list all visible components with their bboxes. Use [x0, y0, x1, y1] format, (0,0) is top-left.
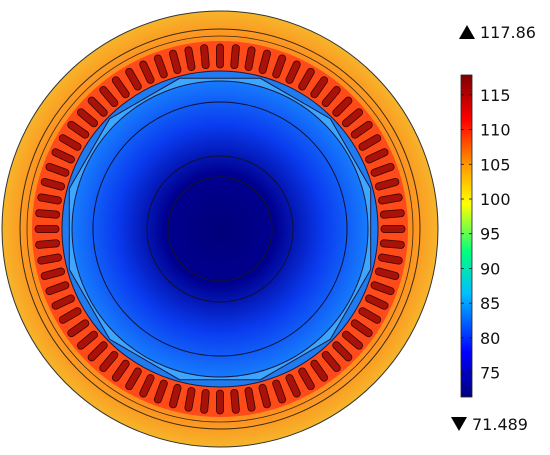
stator-slot [350, 319, 373, 338]
stator-slot [58, 307, 82, 324]
stator-slot [365, 148, 389, 164]
stator-slot [87, 96, 108, 117]
stator-slot [139, 374, 155, 398]
stator-slot [67, 319, 90, 338]
stator-slot [87, 341, 108, 362]
legend: 117.86 115 110 105 100 95 90 85 80 75 71.489 [451, 23, 536, 434]
stator-slot [342, 108, 364, 128]
stator-slot [310, 359, 329, 382]
stator-slot [379, 239, 405, 249]
stator-slot [370, 162, 395, 177]
stator-slot [99, 85, 119, 107]
max-value-label: 117.86 [480, 23, 536, 42]
stator-slot [298, 67, 315, 91]
rotor-body [71, 80, 369, 378]
colorbar-ticks: 115 110 105 100 95 90 85 80 75 [461, 86, 511, 383]
stator-slot [40, 267, 66, 280]
colorbar-tick-label: 95 [480, 225, 500, 244]
colorbar-tick-label: 110 [480, 121, 511, 140]
stator-slot [285, 374, 301, 398]
stator-slot [37, 193, 62, 205]
stator-slot [200, 44, 210, 70]
stator-slot [153, 54, 168, 79]
stator-slot [216, 389, 225, 415]
stator-slot [169, 49, 182, 75]
stator-slot [258, 383, 271, 409]
stator-slot [374, 178, 400, 191]
stator-slot [111, 76, 130, 99]
colorbar-tick-label: 115 [480, 86, 511, 105]
stator-slot [51, 148, 75, 164]
stator-slot [125, 367, 142, 391]
stator-slot [35, 209, 61, 219]
stator-slots [34, 43, 406, 415]
stator-slot [184, 46, 196, 71]
stator-slot [99, 351, 119, 373]
colorbar-tick-label: 75 [480, 364, 500, 383]
stator-slot [51, 294, 75, 310]
stator-slot [350, 120, 373, 139]
stator-slot [45, 162, 70, 177]
stator-slot [380, 224, 406, 233]
motor-cross-section [1, 10, 439, 448]
stator-yoke-line-2 [26, 35, 414, 423]
colorbar [460, 74, 473, 398]
stator-slot [58, 134, 82, 151]
rotor-ring-mid [146, 155, 294, 303]
colorbar-tick-label: 90 [480, 259, 500, 278]
stator-slot [321, 85, 341, 107]
stator-slot [111, 359, 130, 382]
stator-slot [125, 67, 142, 91]
stator-slot [244, 46, 256, 71]
stator-slot [230, 44, 240, 70]
colorbar-tick-label: 105 [480, 155, 511, 174]
stator-slot [332, 96, 353, 117]
stator-slot [310, 76, 329, 99]
stator-slot [40, 178, 66, 191]
stator-slot [379, 209, 405, 219]
stator-slot [35, 239, 61, 249]
rotor-ring-outer [92, 101, 348, 357]
stator-slot [342, 330, 364, 350]
stator-slot [272, 54, 287, 79]
colorbar-tick-label: 100 [480, 190, 511, 209]
stator-slot [139, 60, 155, 84]
stator-slot [153, 379, 168, 404]
colorbar-tick-label: 85 [480, 294, 500, 313]
stator-slot [358, 134, 382, 151]
stator-slot [67, 120, 90, 139]
stator-slot [76, 108, 98, 128]
stator-slot [374, 267, 400, 280]
triangle-down-icon [451, 417, 467, 431]
stator-slot [378, 253, 403, 265]
min-value-label: 71.489 [472, 415, 528, 434]
stator-slot [321, 351, 341, 373]
stator-slot [169, 383, 182, 409]
stator-yoke-line [19, 28, 421, 430]
triangle-up-icon [459, 25, 475, 39]
stator-slot [258, 49, 271, 75]
stator-slot [244, 387, 256, 412]
stator-slot [358, 307, 382, 324]
stator-slot [200, 388, 210, 414]
stator-slot [365, 294, 389, 310]
stator-slot [285, 60, 301, 84]
stator-slot [298, 367, 315, 391]
stator-slot [272, 379, 287, 404]
stator-slot [378, 193, 403, 205]
stator-slot [370, 281, 395, 296]
stator-slot [215, 43, 224, 69]
stator-slot [230, 388, 240, 414]
stator-slot [184, 387, 196, 412]
stator-slot [37, 253, 62, 265]
shaft [167, 176, 273, 282]
stator-slot [332, 341, 353, 362]
colorbar-tick-label: 80 [480, 329, 500, 348]
stator-slot [34, 225, 60, 234]
stator-slot [45, 281, 70, 296]
stator-slot [76, 330, 98, 350]
